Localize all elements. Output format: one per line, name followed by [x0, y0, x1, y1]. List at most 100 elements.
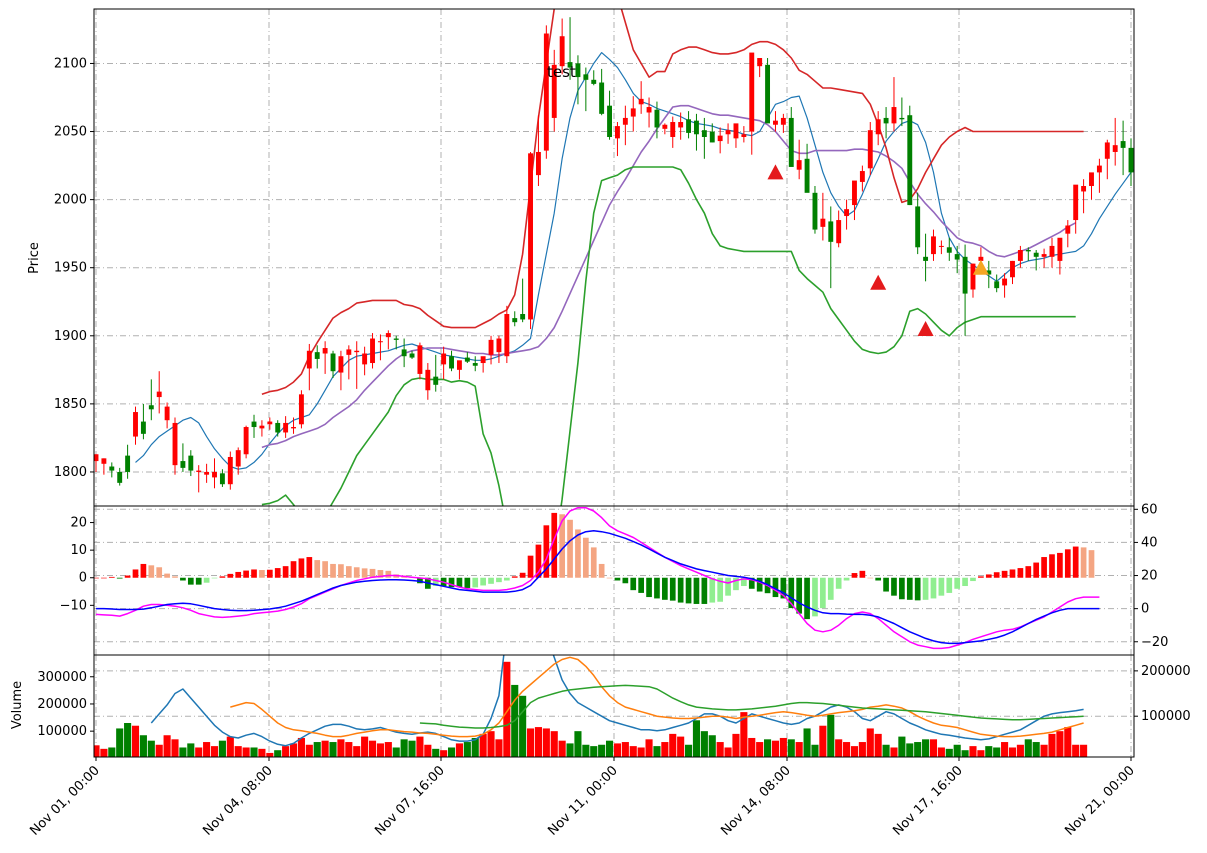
macd-bar-112: [978, 576, 984, 578]
candle-body-65: [607, 105, 612, 137]
candle-body-2: [109, 466, 115, 471]
candle-body-64: [599, 82, 605, 114]
volume-bar-124: [1072, 744, 1080, 757]
macd-bar-69: [638, 577, 644, 593]
volume-bar-6: [139, 735, 147, 757]
volume-bar-40: [408, 740, 416, 757]
price-line-1: [261, 104, 1077, 449]
macd-left-tick-label-2: 0: [79, 571, 87, 586]
volume-bar-67: [621, 742, 629, 757]
macd-bar-103: [906, 577, 913, 600]
macd-bar-30: [330, 563, 336, 578]
macd-bar-96: [851, 573, 858, 578]
price-ytick-label-4: 2000: [54, 193, 87, 208]
x-tick-label-2: Nov 07, 16:00: [372, 763, 448, 839]
volume-bar-16: [218, 740, 226, 757]
macd-right-tick-label-3: 0: [1141, 602, 1149, 617]
candle-body-115: [1002, 278, 1008, 286]
volume-bar-37: [384, 742, 392, 757]
macd-right-tick-label-0: 60: [1141, 502, 1158, 517]
x-tick-label-3: Nov 11, 00:00: [545, 763, 621, 839]
macd-bar-108: [946, 577, 953, 593]
candle-body-46: [456, 360, 462, 370]
volume-bar-61: [574, 731, 582, 757]
volume-bar-77: [700, 731, 708, 757]
candle-body-119: [1033, 252, 1039, 257]
macd-bar-0: [94, 577, 99, 579]
macd-bar-74: [677, 577, 684, 603]
volume-bar-120: [1040, 744, 1048, 757]
volume-bar-90: [803, 728, 811, 757]
price-ytick-label-0: 1800: [54, 465, 87, 480]
volume-bar-14: [203, 742, 211, 757]
candle-body-79: [717, 135, 723, 142]
macd-bar-14: [203, 577, 210, 583]
macd-bar-89: [796, 577, 803, 614]
candle-body-84: [757, 58, 763, 67]
candle-body-9: [164, 406, 170, 421]
macd-bar-122: [1057, 552, 1063, 578]
volume-bar-106: [929, 739, 938, 757]
volume-bar-28: [313, 742, 321, 757]
volume-bar-65: [605, 740, 614, 757]
price-y-axis: 1800 1850 1900 1950 2000 2050 2100: [54, 56, 94, 480]
macd-left-y-axis: 20 10 0 −10: [60, 516, 94, 613]
macd-bar-95: [843, 577, 850, 581]
macd-bar-72: [662, 577, 668, 600]
candle-body-66: [615, 126, 620, 139]
volume-bar-34: [361, 736, 369, 757]
volume-bar-45: [447, 747, 456, 757]
volume-bar-89: [795, 742, 803, 757]
macd-bar-84: [756, 577, 763, 592]
candle-body-23: [275, 422, 281, 433]
macd-bar-117: [1017, 568, 1024, 578]
macd-bar-87: [780, 577, 787, 599]
volume-bar-63: [590, 746, 598, 757]
candle-body-58: [551, 64, 557, 118]
volume-line-1: [230, 656, 1084, 738]
signal-marker-2: [917, 320, 934, 336]
volume-bar-56: [534, 727, 542, 757]
candle-body-123: [1065, 225, 1071, 234]
macd-bar-3: [116, 577, 123, 579]
candle-body-3: [117, 471, 123, 483]
macd-bar-31: [338, 564, 344, 578]
volume-bar-3: [116, 728, 124, 757]
macd-bar-86: [772, 577, 779, 598]
macd-bar-80: [725, 577, 731, 596]
volume-bar-70: [645, 739, 653, 757]
macd-bar-81: [733, 577, 739, 591]
volume-bar-7: [147, 740, 155, 757]
candle-body-106: [931, 236, 936, 255]
volume-bar-27: [305, 744, 313, 757]
macd-bar-23: [274, 568, 281, 578]
candle-body-37: [385, 333, 391, 338]
volume-bar-98: [866, 728, 874, 757]
macd-bar-6: [140, 563, 147, 578]
candle-body-36: [377, 341, 383, 343]
volume-bar-62: [582, 744, 590, 757]
macd-bar-73: [669, 577, 676, 601]
macd-bar-34: [361, 568, 368, 578]
signal-marker-1: [870, 274, 887, 290]
x-tick-label-4: Nov 14, 08:00: [718, 763, 794, 839]
macd-bar-48: [472, 577, 479, 588]
volume-bar-30: [329, 742, 337, 757]
candle-body-67: [622, 117, 628, 125]
candle-body-43: [433, 376, 439, 385]
macd-bar-1: [101, 577, 107, 579]
candle-body-83: [749, 52, 755, 132]
macd-bar-105: [922, 577, 929, 600]
volume-bar-39: [400, 739, 408, 757]
macd-bar-76: [693, 577, 700, 604]
candle-body-105: [923, 256, 929, 261]
x-tick-label-6: Nov 21, 00:00: [1062, 763, 1138, 839]
macd-bar-54: [519, 572, 526, 578]
macd-bar-17: [227, 573, 234, 578]
volume-bar-116: [1008, 747, 1017, 757]
volume-bar-5: [131, 725, 140, 757]
volume-right-tick-label-1: 200000: [1141, 664, 1191, 679]
candle-body-62: [583, 74, 589, 80]
candle-body-76: [694, 120, 699, 135]
macd-bar-110: [962, 577, 968, 587]
